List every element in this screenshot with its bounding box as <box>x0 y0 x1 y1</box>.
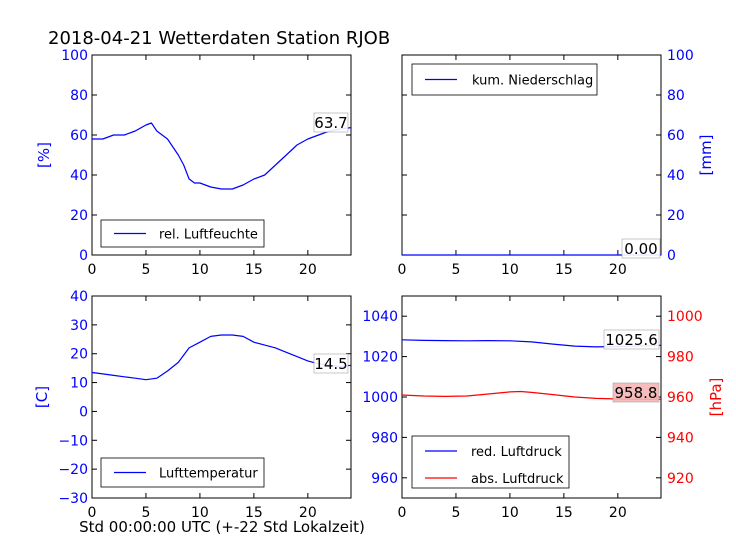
x-tick-label: 15 <box>245 505 263 521</box>
plot-frame <box>91 54 352 256</box>
y-tick-label: 10 <box>70 376 88 392</box>
legend-label: abs. Luftdruck <box>471 472 564 487</box>
x-tick-label: 5 <box>141 505 150 521</box>
y-tick-label: 100 <box>61 48 88 64</box>
x-tick-label: 0 <box>398 505 407 521</box>
legend-label: red. Luftdruck <box>471 445 562 460</box>
y-tick-label: 0 <box>79 248 88 264</box>
x-tick-label: 20 <box>299 262 317 278</box>
x-tick-label: 0 <box>398 262 407 278</box>
value-label-box <box>313 353 349 374</box>
humidity-panel: 0 5 10 15 20 0 20 40 60 80 100 [%] 63.7 rel. Luftfeuc… <box>35 48 352 278</box>
x-tick-label: 20 <box>609 262 627 278</box>
legend <box>411 435 570 489</box>
y-tick-label: 980 <box>371 430 398 446</box>
legend-label: Lufttemperatur <box>159 467 258 482</box>
y-tick-label: 1000 <box>362 390 398 406</box>
y-tick-label: 80 <box>70 88 88 104</box>
y-tick-label: 1000 <box>667 309 703 325</box>
x-tick-label: 20 <box>299 505 317 521</box>
value-label: 63.7 <box>314 114 347 132</box>
value-label: 1025.6 <box>605 331 658 349</box>
value-label: 0.00 <box>624 240 657 258</box>
y-tick-label: 20 <box>70 208 88 224</box>
x-tick-label: 15 <box>555 262 573 278</box>
y-tick-label: 0 <box>79 404 88 420</box>
plot-frame <box>91 295 352 499</box>
x-tick-label: 15 <box>555 505 573 521</box>
y-axis-label: [C] <box>33 386 51 408</box>
y-tick-label: 40 <box>70 289 88 305</box>
y-axis-label-right: [hPa] <box>707 378 725 417</box>
x-tick-label: 20 <box>609 505 627 521</box>
y-tick-label: 920 <box>667 471 694 487</box>
y-tick-label: 20 <box>70 347 88 363</box>
y-tick-label: 30 <box>70 318 88 334</box>
x-tick-label: 5 <box>451 505 460 521</box>
value-label: 14.5 <box>314 355 347 373</box>
value-label: 958.8 <box>615 384 658 402</box>
y-tick-label: −10 <box>58 433 88 449</box>
x-tick-label: 10 <box>191 505 209 521</box>
y-tick-label: 960 <box>371 471 398 487</box>
y-tick-label: 960 <box>667 390 694 406</box>
y-tick-label: 40 <box>70 168 88 184</box>
precipitation-panel: 0 5 10 15 20 0 20 40 60 80 100 [mm] 0.00 kum. Nieders… <box>398 48 715 278</box>
value-label-box <box>603 329 660 350</box>
x-tick-label: 0 <box>88 262 97 278</box>
y-tick-label: 80 <box>667 88 685 104</box>
x-tick-label: 5 <box>451 262 460 278</box>
y-tick-label: 60 <box>667 128 685 144</box>
y-tick-label: 980 <box>667 350 694 366</box>
y-axis-label: [%] <box>35 142 53 168</box>
x-axis-label: Std 00:00:00 UTC (+-22 Std Lokalzeit) <box>79 518 365 536</box>
y-tick-label: 100 <box>667 48 694 64</box>
x-tick-label: 15 <box>245 262 263 278</box>
value-label-box <box>612 382 660 403</box>
y-tick-label: 1020 <box>362 350 398 366</box>
temperature-line <box>91 334 352 381</box>
y-tick-label: −30 <box>58 491 88 507</box>
y-tick-label: 60 <box>70 128 88 144</box>
y-tick-label: −20 <box>58 462 88 478</box>
x-tick-label: 10 <box>191 262 209 278</box>
figure-title: 2018-04-21 Wetterdaten Station RJOB <box>48 28 390 49</box>
x-tick-label: 10 <box>501 505 519 521</box>
y-tick-label: 20 <box>667 208 685 224</box>
legend-label: kum. Niederschlag <box>472 74 593 89</box>
y-tick-label: 940 <box>667 430 694 446</box>
y-tick-label: 0 <box>667 248 676 264</box>
temperature-panel: 0 5 10 15 20 −30 −20 −10 0 10 20 30 40 [C] 14.5 Lufttem… <box>33 289 352 521</box>
y-axis-label: [mm] <box>697 135 715 176</box>
y-tick-label: 40 <box>667 168 685 184</box>
legend-label: rel. Luftfeuchte <box>159 228 258 243</box>
pressure-panel: 0 5 10 15 20 960 980 1000 1020 1040 920 940 960 980 10… <box>362 295 725 521</box>
y-tick-label: 1040 <box>362 309 398 325</box>
humidity-line <box>92 122 352 190</box>
value-label-box <box>313 112 349 133</box>
x-tick-label: 5 <box>141 262 150 278</box>
x-tick-label: 10 <box>501 262 519 278</box>
value-label-box <box>621 238 661 259</box>
x-tick-label: 0 <box>88 505 97 521</box>
